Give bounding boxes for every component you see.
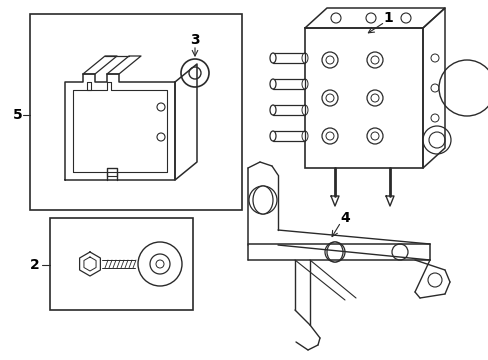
Circle shape [321, 52, 337, 68]
Circle shape [181, 59, 208, 87]
Bar [272, 105, 305, 115]
Circle shape [321, 128, 337, 144]
Bar [272, 79, 305, 89]
Bar [272, 131, 305, 141]
Text: 4: 4 [340, 211, 349, 225]
Bar [50, 218, 193, 310]
Circle shape [422, 126, 450, 154]
Circle shape [321, 90, 337, 106]
Circle shape [366, 52, 382, 68]
Bar [272, 53, 305, 63]
Ellipse shape [326, 242, 342, 262]
Text: 2: 2 [30, 258, 40, 272]
Bar [30, 14, 242, 210]
Ellipse shape [269, 53, 275, 63]
Ellipse shape [269, 105, 275, 115]
Circle shape [138, 242, 182, 286]
Circle shape [366, 128, 382, 144]
Circle shape [438, 60, 488, 116]
Circle shape [366, 90, 382, 106]
Circle shape [325, 242, 345, 262]
Text: 3: 3 [190, 33, 200, 47]
Text: 1: 1 [382, 11, 392, 25]
Circle shape [427, 273, 441, 287]
Ellipse shape [269, 79, 275, 89]
Text: 5: 5 [13, 108, 23, 122]
Bar [305, 28, 422, 168]
Ellipse shape [252, 186, 272, 214]
Ellipse shape [269, 131, 275, 141]
Circle shape [391, 244, 407, 260]
Circle shape [248, 186, 276, 214]
